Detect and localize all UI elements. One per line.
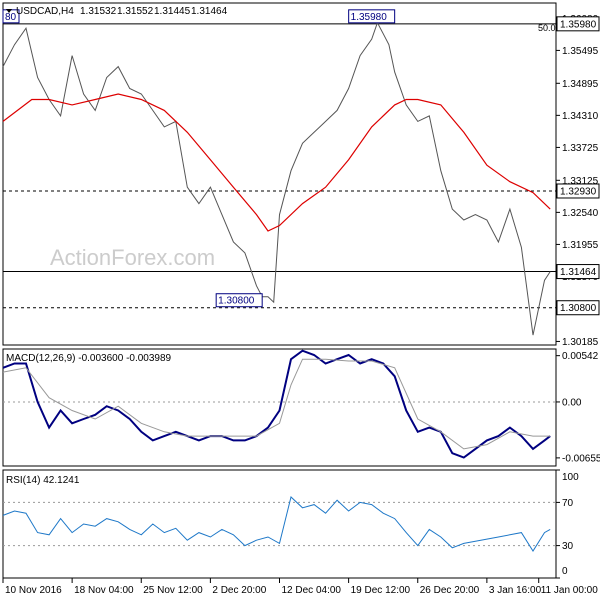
main-ytick-label: 1.33125 [562,176,599,187]
annotation-box [348,9,396,24]
macd-ytick-label: 0.00542 [562,351,599,362]
main-panel: ActionForex.com 1.360801.354951.348951.3… [2,6,600,348]
annotation-label: 1.35980 [351,12,388,23]
main-ytick-label: 1.34895 [562,79,599,90]
price-tag [556,264,600,280]
main-ytick-label: 1.33725 [562,143,599,154]
x-axis: 10 Nov 2016 18 Nov 04:00 25 Nov 12:00 2 Dec… [2,578,599,596]
ohlc-open: 1.31532 [80,6,117,17]
price-tag [556,183,600,199]
macd-ytick-label: -0.006551 [562,453,600,464]
annotation-label: 80 [5,12,17,23]
annotation-label: 1.30800 [218,296,255,307]
price-tag [556,16,600,32]
xtick-label: 25 Nov 12:00 [143,585,203,596]
main-panel-frame [2,2,557,346]
rsi-header: RSI(14) 42.1241 [6,475,80,486]
macd-signal-line [2,358,551,450]
price-tag-label: 1.31464 [560,267,597,278]
rsi-line [2,496,551,552]
macd-panel: 0.00542 0.00 -0.006551 MACD(12,26,9) -0.00… [2,349,600,464]
rsi-ytick-label: 70 [562,498,574,509]
symbol-header: USDCAD,H4 1.31532 1.31552 1.31445 1.3146… [6,6,228,17]
moving-average-line [2,93,551,232]
main-ytick-label: 1.34310 [562,111,599,122]
dropdown-triangle-icon [6,9,12,13]
price-line [2,21,551,336]
xtick-label: 19 Dec 12:00 [351,585,411,596]
main-ytick-label: 1.31955 [562,240,599,251]
xtick-label: 3 Jan 16:00 [489,585,542,596]
macd-line [2,349,551,459]
xtick-label: 18 Nov 04:00 [74,585,134,596]
xtick-label: 12 Dec 04:00 [282,585,342,596]
annotation-box [215,293,263,308]
macd-panel-frame [2,348,557,467]
ohlc-close: 1.31464 [191,6,228,17]
xtick-label: 10 Nov 2016 [5,585,62,596]
xtick-label: 2 Dec 20:00 [212,585,266,596]
xtick-label: 11 Jan 00:00 [541,585,599,596]
main-ytick-label: 1.35495 [562,46,599,57]
fib-label: 50.0 [538,23,556,33]
ohlc-high: 1.31552 [117,6,154,17]
ohlc-low: 1.31445 [154,6,191,17]
watermark: ActionForex.com [50,245,215,270]
price-tag-label: 1.30800 [560,303,597,314]
rsi-ytick-label: 30 [562,541,574,552]
symbol-name: USDCAD,H4 [16,6,74,17]
macd-header: MACD(12,26,9) -0.003600 -0.003989 [6,353,172,364]
rsi-panel: 100 70 30 0 RSI(14) 42.1241 [2,469,579,579]
price-tag-label: 1.35980 [560,19,597,30]
rsi-ytick-label: 0 [562,566,568,577]
main-ytick-label: 1.30185 [562,337,599,348]
price-tag [556,300,600,316]
price-tag-label: 1.32930 [560,186,597,197]
macd-ytick-label: 0.00 [562,397,582,408]
rsi-ytick-label: 100 [562,472,579,483]
main-ytick-label: 1.32540 [562,208,599,219]
xtick-label: 26 Dec 20:00 [420,585,480,596]
